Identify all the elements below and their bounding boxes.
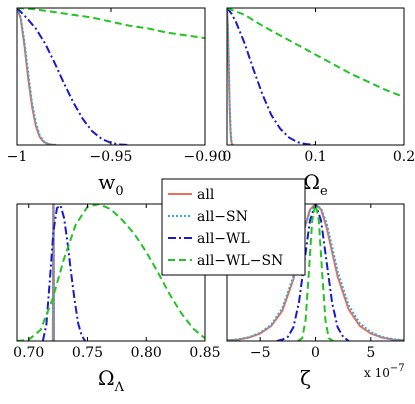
axes-frame [16,7,206,146]
x-scale-multiplier: x 10−7 [364,363,405,380]
x-tick-label: 0.80 [131,345,162,361]
x-tick-label: 5 [366,345,375,361]
x-tick-label: −0.90 [184,149,227,165]
legend-label: all−SN [197,209,248,225]
x-tick-label: 0 [311,345,320,361]
series-line-all-wl [41,204,86,341]
axes-frame [226,7,405,146]
x-tick-label: 0.75 [72,345,103,361]
x-tick-label: 0 [223,149,232,165]
x-axis-label: Ωe [303,170,328,199]
series-line-all-sn [52,204,55,341]
x-axis-label: ΩΛ [98,366,125,395]
legend: all all−SN all−WL all−WL−SN [161,178,306,276]
panel-zeta: −5 0 5 ζ x 10−7 [226,203,405,390]
series-line-all-wl [227,8,316,145]
series-line-all-sn [17,8,59,145]
x-axis-label: ζ [300,366,311,390]
panel-omega-lambda: 0.70 0.75 0.80 0.85 ΩΛ [13,203,221,395]
x-tick-label: −1 [7,149,28,165]
x-tick-label: 0.70 [13,345,44,361]
x-tick-label: 0.85 [189,345,220,361]
x-tick-label: −0.95 [90,149,133,165]
series-line-all-wl-sn [17,204,205,341]
panel-omega-e: 0 0.1 0.2 Ωe [223,7,415,199]
series-line-all-wl-sn [227,8,404,98]
series-line-all-wl [276,204,350,341]
series-line-all [227,204,404,341]
series-line-all-wl-sn [297,204,334,341]
series-line-all [17,8,55,145]
legend-label: all−WL−SN [197,253,283,269]
series-line-all-sn [227,8,234,145]
panel-w0: −1 −0.95 −0.90 w0 [7,7,227,199]
x-tick-label: 0.1 [304,149,326,165]
legend-label: all [197,187,215,203]
x-tick-label: 0.2 [393,149,415,165]
x-axis-label: w0 [98,170,123,199]
legend-label: all−WL [197,231,250,247]
series-line-all-wl [17,8,130,145]
x-tick-label: −5 [250,345,271,361]
series-line-all-wl-sn [17,8,205,40]
